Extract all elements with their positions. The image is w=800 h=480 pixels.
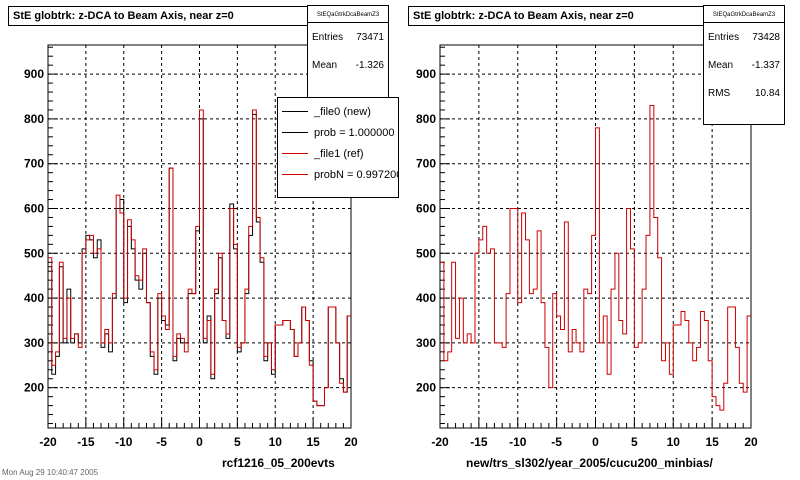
legend-entry-probn: probN = 0.997200: [278, 164, 398, 185]
x-tick-label: -15: [77, 435, 95, 449]
x-tick-label: 15: [705, 435, 719, 449]
stats-mean-value: -1.337: [751, 59, 780, 71]
stats-mean-label: Mean: [708, 59, 734, 71]
stats-name: StEQaGtrkDcaBeamZ3: [308, 6, 388, 23]
legend-swatch-red: [282, 174, 308, 175]
chart-title: StE globtrk: z-DCA to Beam Axis, near z=…: [408, 6, 708, 26]
stats-rms-value: 10.84: [754, 87, 780, 99]
y-tick-label: 800: [416, 112, 436, 126]
histogram-panel-ref: -20 -15 -10 -5 0 5 10 15 20 200 300 400 500 600 700 800…: [398, 0, 800, 480]
x-tick-label: 10: [667, 435, 681, 449]
y-tick-label: 700: [416, 157, 436, 171]
legend-entry-file1: _file1 (ref): [278, 143, 398, 164]
y-tick-label: 700: [24, 157, 44, 171]
x-tick-label: -15: [470, 435, 488, 449]
x-tick-label: 20: [344, 435, 358, 449]
stats-box: StEQaGtrkDcaBeamZ3 Entries 73471 Mean -1…: [307, 5, 389, 99]
stats-entries-value: 73471: [356, 31, 384, 43]
y-tick-label: 600: [416, 202, 436, 216]
x-tick-label: -5: [551, 435, 562, 449]
legend-entry-file0: _file0 (new): [278, 101, 398, 122]
y-tick-label: 200: [24, 381, 44, 395]
stats-entries-value: 73428: [752, 31, 780, 43]
legend-swatch-black: [282, 132, 308, 133]
x-tick-label: -10: [115, 435, 133, 449]
legend-label: probN = 0.997200: [314, 168, 399, 181]
x-tick-label: 15: [306, 435, 320, 449]
stats-mean-label: Mean: [312, 59, 338, 71]
x-tick-label: 0: [592, 435, 599, 449]
x-tick-label: -20: [431, 435, 449, 449]
histogram-series-line: [48, 109, 351, 407]
x-tick-label: 10: [269, 435, 283, 449]
legend: _file0 (new) prob = 1.000000 _file1 (ref…: [277, 97, 399, 198]
legend-swatch-red: [282, 153, 308, 154]
legend-entry-prob: prob = 1.000000: [278, 122, 398, 143]
y-tick-label: 900: [24, 67, 44, 81]
x-axis-label: new/trs_sl302/year_2005/cucu200_minbias/: [466, 456, 713, 470]
x-tick-label: 20: [744, 435, 758, 449]
stats-name: StEQaGtrkDcaBeamZ3: [704, 6, 784, 23]
y-tick-label: 300: [416, 336, 436, 350]
chart-title: StE globtrk: z-DCA to Beam Axis, near z=…: [8, 6, 312, 26]
y-tick-label: 300: [24, 336, 44, 350]
histogram-series-line: [440, 104, 751, 411]
x-tick-label: 5: [631, 435, 638, 449]
timestamp: Mon Aug 29 10:40:47 2005: [2, 468, 99, 477]
x-tick-label: 0: [196, 435, 203, 449]
stats-box: StEQaGtrkDcaBeamZ3 Entries 73428 Mean -1…: [703, 5, 785, 125]
stats-mean-value: -1.326: [355, 59, 384, 71]
y-tick-label: 800: [24, 112, 44, 126]
x-tick-label: -10: [509, 435, 527, 449]
y-tick-label: 500: [24, 246, 44, 260]
stats-rms-label: RMS: [708, 87, 731, 99]
y-tick-label: 200: [416, 381, 436, 395]
stats-entries-label: Entries: [708, 31, 740, 43]
y-tick-label: 900: [416, 67, 436, 81]
legend-swatch-black: [282, 111, 308, 112]
legend-label: _file1 (ref): [314, 147, 364, 160]
x-tick-label: -20: [39, 435, 57, 449]
legend-label: _file0 (new): [314, 105, 371, 118]
x-axis-label: rcf1216_05_200evts: [222, 456, 335, 470]
y-tick-label: 600: [24, 202, 44, 216]
x-tick-label: 5: [234, 435, 241, 449]
y-tick-label: 500: [416, 246, 436, 260]
x-tick-label: -5: [156, 435, 167, 449]
histogram-plot: -20 -15 -10 -5 0 5 10 15 20 200 300 400 500 600 700 800…: [416, 44, 758, 449]
legend-label: prob = 1.000000: [314, 126, 395, 139]
stats-entries-label: Entries: [312, 31, 344, 43]
y-tick-label: 400: [416, 291, 436, 305]
y-tick-label: 400: [24, 291, 44, 305]
histogram-panel-new: -20 -15 -10 -5 0 5 10 15 20 200 300 400 500 600 700 800…: [0, 0, 399, 480]
